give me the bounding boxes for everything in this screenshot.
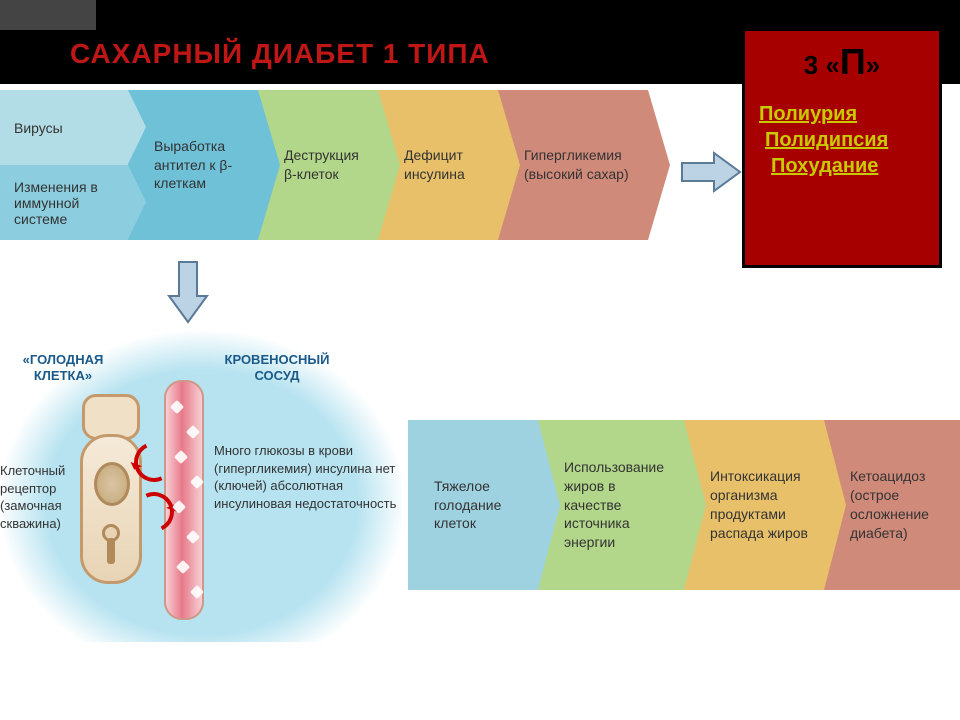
- hdr-post: »: [866, 50, 880, 80]
- cell-illustration: «ГОЛОДНАЯ КЛЕТКА» КРОВЕНОСНЫЙ СОСУД Клет…: [2, 332, 402, 642]
- flow-split-top: Вирусы: [0, 90, 128, 165]
- flow-bottom: Тяжелое голодание клетокИспользование жи…: [408, 420, 960, 590]
- symptoms-box: 3 «П» Полиурия Полидипсия Похудание: [742, 28, 942, 268]
- symptoms-header: 3 «П»: [759, 41, 925, 83]
- arrow-right-icon: [680, 150, 744, 194]
- flow-split-bot: Изменения в иммунной системе: [0, 165, 128, 240]
- top-bar: [0, 0, 960, 30]
- label-cell: «ГОЛОДНАЯ КЛЕТКА»: [8, 352, 118, 383]
- label-vessel: КРОВЕНОСНЫЙ СОСУД: [212, 352, 342, 383]
- arrow-down-icon: [166, 260, 210, 326]
- flow1-seg-3: Гипергликемия (высокий сахар): [498, 90, 648, 240]
- receptor-hole: [94, 462, 130, 506]
- symptom-1: Полидипсия: [765, 129, 925, 151]
- flow1-seg-0: Выработка антител к β-клеткам: [128, 90, 258, 240]
- flow2-seg-0: Тяжелое голодание клеток: [408, 420, 538, 590]
- flow-top: ВирусыИзменения в иммунной системеВырабо…: [0, 90, 648, 240]
- desc-glucose: Много глюкозы в крови (гипергликемия) ин…: [214, 442, 398, 512]
- desc-receptor: Клеточный рецептор (замочная скважина): [0, 462, 86, 532]
- symptom-2: Похудание: [771, 155, 925, 177]
- hdr-pre: 3 «: [804, 50, 840, 80]
- hdr-big: П: [840, 41, 866, 82]
- symptom-0: Полиурия: [759, 103, 925, 125]
- keyslot-icon: [107, 538, 115, 564]
